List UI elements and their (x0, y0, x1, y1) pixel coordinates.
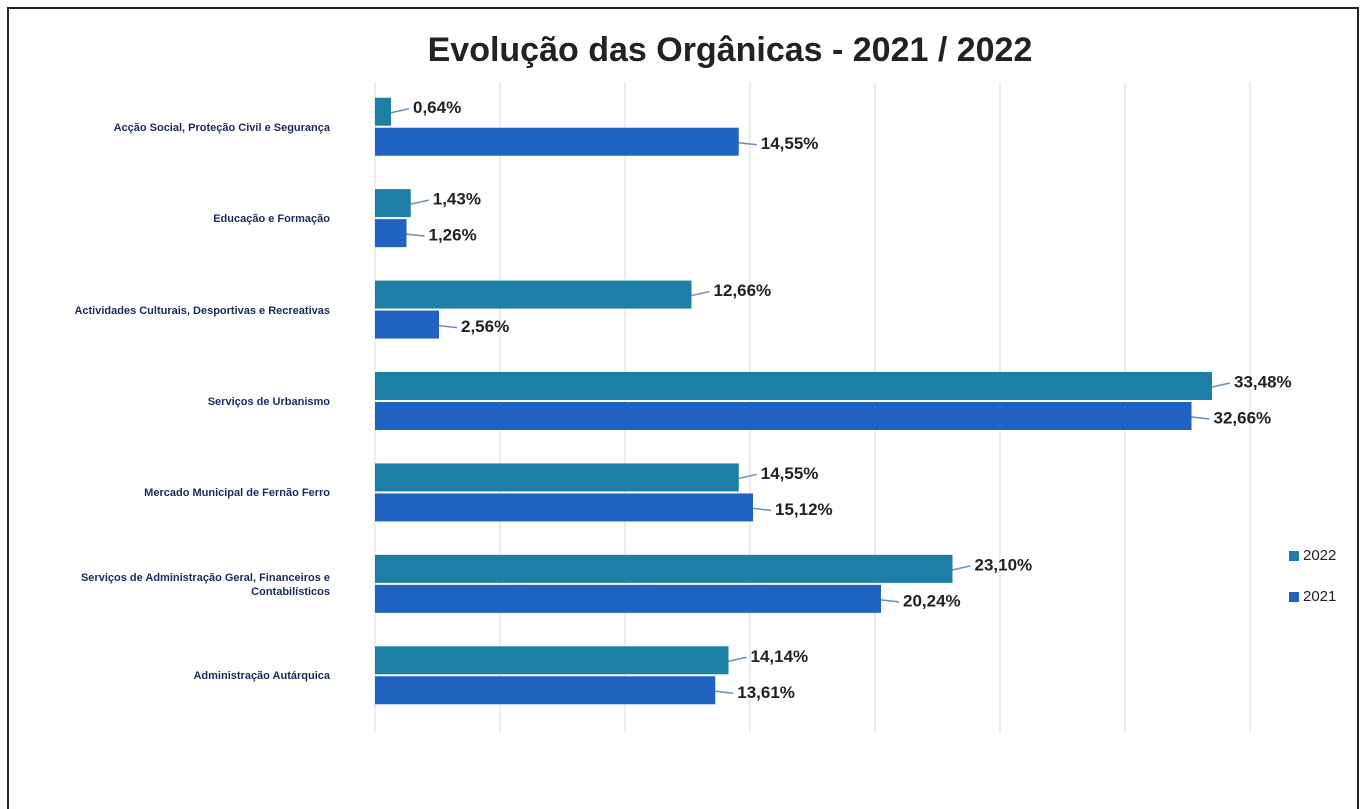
bar (375, 584, 881, 613)
value-label: 12,66% (714, 281, 772, 300)
bar (375, 493, 753, 522)
value-label: 13,61% (737, 683, 795, 702)
leader-line (738, 141, 757, 146)
leader-line (390, 107, 410, 114)
bar (375, 189, 411, 218)
value-label: 14,55% (761, 464, 819, 483)
value-label: 20,24% (903, 591, 961, 610)
category-label: Actividades Culturais, Desportivas e Rec… (74, 304, 330, 317)
bar (375, 402, 1192, 430)
leader-line (952, 565, 971, 571)
value-label: 2,56% (461, 317, 509, 336)
category-label: Acção Social, Proteção Civil e Segurança (113, 121, 330, 134)
legend-swatch (1289, 592, 1299, 602)
category-label: Administração Autárquica (193, 670, 330, 683)
leader-line (728, 656, 747, 663)
value-label: 14,14% (751, 647, 809, 666)
value-label: 33,48% (1234, 372, 1292, 391)
leader-line (880, 599, 900, 603)
bar (375, 372, 1212, 400)
leader-line (410, 199, 429, 205)
leader-line (1211, 382, 1231, 388)
leader-line (438, 324, 458, 329)
leader-line (715, 690, 734, 695)
bar (375, 554, 953, 583)
bar (375, 676, 716, 705)
bar (375, 97, 391, 126)
category-label: Educação e Formação (213, 213, 330, 226)
legend-label: 2022 (1303, 547, 1336, 564)
bar (375, 219, 407, 248)
legend-label: 2021 (1303, 588, 1336, 605)
bar (375, 310, 439, 339)
leader-line (691, 290, 710, 297)
bar (375, 280, 692, 309)
frame (7, 7, 1359, 809)
leader-line (406, 233, 425, 237)
value-label: 15,12% (775, 500, 833, 519)
bar (375, 463, 739, 492)
value-label: 14,55% (761, 134, 819, 153)
chart-title: Evolução das Orgânicas - 2021 / 2022 (428, 31, 1033, 69)
bar (375, 646, 729, 675)
category-label: Serviços de Urbanismo (207, 396, 330, 408)
bar (375, 127, 739, 156)
category-label: Mercado Municipal de Fernão Ferro (144, 487, 330, 500)
value-label: 1,43% (433, 190, 481, 209)
value-label: 0,64% (413, 98, 461, 117)
leader-line (1191, 416, 1210, 420)
value-label: 1,26% (429, 226, 477, 245)
category-label: Serviços de Administração Geral, Finance… (80, 571, 330, 598)
leader-line (738, 473, 757, 480)
value-label: 32,66% (1214, 408, 1272, 427)
leader-line (752, 507, 772, 512)
value-label: 23,10% (975, 555, 1033, 574)
legend-swatch (1289, 551, 1299, 561)
